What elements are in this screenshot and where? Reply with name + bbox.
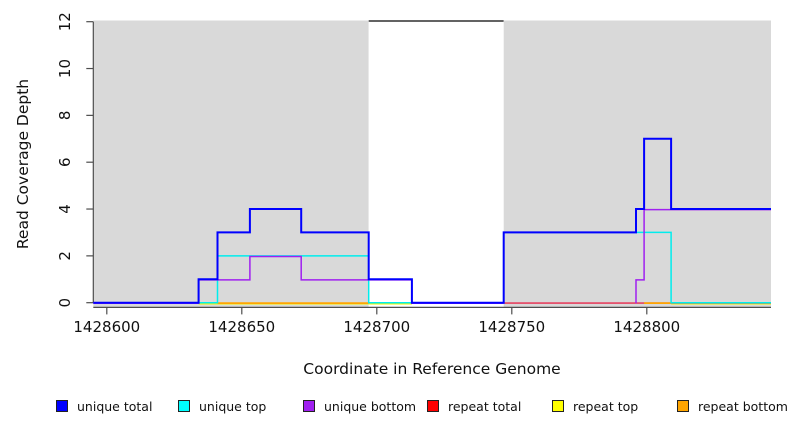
- y-tick-label: 8: [56, 111, 74, 121]
- legend-item-unique-top: unique top: [178, 396, 266, 416]
- legend-label: repeat total: [448, 398, 522, 414]
- legend-item-unique-total: unique total: [56, 396, 152, 416]
- legend-label: repeat top: [573, 398, 639, 414]
- y-tick-label: 4: [56, 204, 74, 214]
- y-tick-label: 6: [56, 157, 74, 167]
- legend-swatch-repeat-total: [427, 400, 439, 412]
- x-tick-label: 1428750: [478, 318, 545, 336]
- legend-swatch-unique-total: [56, 400, 68, 412]
- legend-item-repeat-total: repeat total: [427, 396, 521, 416]
- legend-item-unique-bottom: unique bottom: [303, 396, 416, 416]
- legend-swatch-unique-top: [178, 400, 190, 412]
- y-tick-label: 10: [56, 59, 74, 78]
- legend-swatch-repeat-bottom: [677, 400, 689, 412]
- legend-swatch-unique-bottom: [303, 400, 315, 412]
- x-tick-label: 1428600: [73, 318, 140, 336]
- series-unique-total: [93, 137, 771, 304]
- legend-label: unique top: [199, 398, 267, 414]
- y-tick-label: 0: [56, 298, 74, 308]
- region-covered-region-left: [93, 20, 369, 308]
- region-gap-region: [368, 20, 504, 308]
- plot-background-regions: [93, 20, 771, 308]
- y-axis-title: Read Coverage Depth: [14, 79, 32, 249]
- legend-swatch-repeat-top: [552, 400, 564, 412]
- x-tick-label: 1428800: [613, 318, 680, 336]
- region-covered-region-right: [503, 20, 771, 308]
- y-tick-label: 2: [56, 251, 74, 261]
- x-tick-label: 1428700: [343, 318, 410, 336]
- x-tick-label: 1428650: [208, 318, 275, 336]
- legend-item-repeat-bottom: repeat bottom: [677, 396, 788, 416]
- axes: 1428600 1428650 1428700 1428750 1428800 0 2 4 6 8…: [56, 12, 771, 336]
- legend-label: unique total: [77, 398, 153, 414]
- legend-label: unique bottom: [324, 398, 417, 414]
- legend-label: repeat bottom: [698, 398, 788, 414]
- series-lines: [93, 137, 771, 305]
- x-axis-title: Coordinate in Reference Genome: [303, 360, 560, 378]
- legend-item-repeat-top: repeat top: [552, 396, 638, 416]
- legend: unique total unique top unique bottom repea…: [0, 396, 792, 420]
- y-tick-label: 12: [56, 12, 74, 31]
